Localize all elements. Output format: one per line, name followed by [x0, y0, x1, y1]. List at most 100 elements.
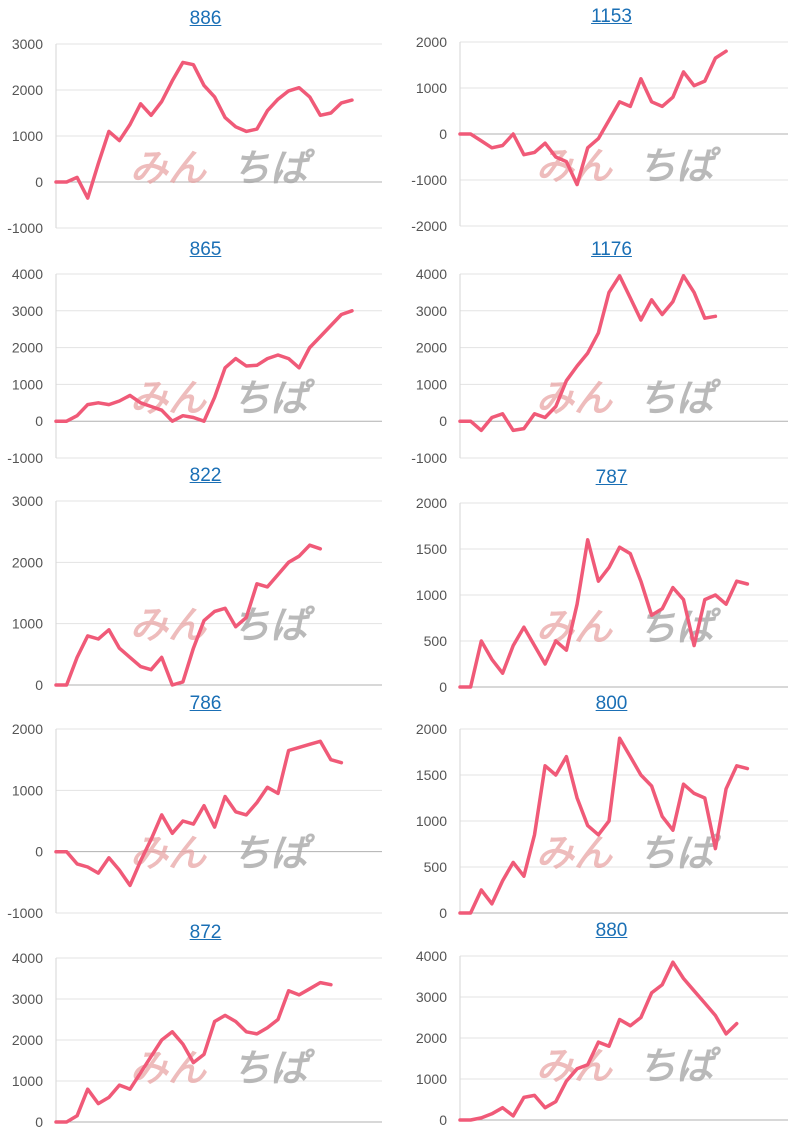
watermark-logo: みん ちぱ	[536, 144, 722, 188]
y-tick-label: 3000	[12, 36, 43, 52]
y-tick-label: 2000	[416, 34, 447, 50]
y-tick-label: 1500	[416, 541, 447, 557]
y-tick-label: 2000	[12, 340, 43, 356]
y-tick-label: 1000	[12, 128, 43, 144]
watermark-text-2: ちぱ	[638, 1044, 722, 1088]
y-tick-label: 0	[35, 844, 43, 860]
y-tick-label: 2000	[416, 340, 447, 356]
y-tick-label: 1000	[12, 1073, 43, 1089]
series-line	[54, 309, 354, 423]
watermark-text-1: みん	[536, 1044, 613, 1088]
y-tick-label: 0	[439, 126, 447, 142]
y-tick-label: 0	[439, 413, 447, 429]
watermark-logo: みん ちぱ	[536, 1044, 722, 1088]
chart-title-link[interactable]: 1176	[591, 239, 632, 260]
series-line	[54, 543, 323, 687]
watermark-text-1: みん	[130, 603, 207, 647]
watermark-text-1: みん	[130, 831, 207, 875]
y-tick-label: 4000	[416, 948, 447, 964]
chart-svg: 2000 1000 0 -1000 みん ちぱ	[7, 721, 382, 921]
watermark-text-2: ちぱ	[638, 144, 722, 188]
watermark-text-2: ちぱ	[232, 603, 316, 647]
y-tick-label: 0	[35, 174, 43, 190]
chart-panel-822: 822 3000 2000 1000 0 みん ちぱ	[0, 465, 400, 693]
series-line	[54, 60, 354, 200]
y-tick-label: 2000	[416, 495, 447, 511]
y-tick-label: 3000	[416, 303, 447, 319]
chart-panel-800: 800 2000 1500 1000 500 0 みん ちぱ	[406, 693, 806, 921]
watermark-text-2: ちぱ	[638, 831, 722, 875]
watermark-logo: みん ちぱ	[130, 376, 316, 420]
y-tick-label: 2000	[12, 82, 43, 98]
chart-panel-872: 872 4000 3000 2000 1000 0 みん ちぱ	[0, 922, 400, 1142]
y-tick-label: 2000	[12, 1032, 43, 1048]
y-tick-label: 0	[439, 679, 447, 695]
chart-title-link[interactable]: 865	[189, 239, 222, 260]
chart-panel-786: 786 2000 1000 0 -1000 みん ちぱ	[0, 693, 400, 921]
series-line	[54, 980, 333, 1124]
chart-title-link[interactable]: 822	[189, 465, 222, 486]
watermark-logo: みん ちぱ	[130, 1046, 316, 1090]
chart-title-link[interactable]: 872	[189, 922, 222, 943]
y-tick-label: -1000	[411, 172, 447, 188]
chart-svg: 4000 3000 2000 1000 0 -1000 みん ちぱ	[411, 266, 788, 466]
y-tick-label: 1000	[416, 587, 447, 603]
watermark-logo: みん ちぱ	[536, 831, 722, 875]
chart-title-link[interactable]: 786	[189, 693, 222, 714]
y-tick-label: 500	[424, 859, 448, 875]
watermark-text-1: みん	[130, 1046, 207, 1090]
y-tick-label: 0	[35, 413, 43, 429]
y-tick-label: 4000	[12, 266, 43, 282]
y-tick-label: 3000	[416, 989, 447, 1005]
watermark-logo: みん ちぱ	[536, 376, 722, 420]
chart-title-link[interactable]: 800	[595, 693, 628, 714]
chart-panel-1176: 1176 4000 3000 2000 1000 0 -1000 みん ちぱ	[406, 239, 806, 466]
y-tick-label: 4000	[416, 266, 447, 282]
y-tick-label: -1000	[411, 450, 447, 466]
y-tick-label: 1000	[416, 1071, 447, 1087]
chart-svg: 4000 3000 2000 1000 0 -1000 みん ちぱ	[7, 266, 382, 466]
watermark-text-1: みん	[130, 146, 207, 190]
series-line	[458, 49, 728, 187]
y-tick-label: 2000	[416, 1030, 447, 1046]
chart-svg: 2000 1000 0 -1000 -2000 みん ちぱ	[411, 34, 788, 234]
watermark-text-1: みん	[130, 376, 207, 420]
y-tick-label: 1000	[416, 80, 447, 96]
y-tick-label: 1500	[416, 767, 447, 783]
y-tick-label: 0	[35, 677, 43, 693]
y-tick-label: 3000	[12, 303, 43, 319]
y-tick-label: 1000	[12, 782, 43, 798]
watermark-text-2: ちぱ	[638, 376, 722, 420]
chart-panel-886: 886 3000 2000 1000 0 -1000 みん ちぱ	[0, 8, 400, 236]
watermark-logo: みん ちぱ	[130, 146, 316, 190]
series-line	[54, 739, 344, 888]
y-tick-label: -2000	[411, 218, 447, 234]
chart-title-link[interactable]: 880	[595, 920, 628, 941]
watermark-text-2: ちぱ	[232, 146, 316, 190]
watermark-text-2: ちぱ	[232, 1046, 316, 1090]
watermark-logo: みん ちぱ	[130, 603, 316, 647]
chart-panel-865: 865 4000 3000 2000 1000 0 -1000 みん ちぱ	[0, 239, 400, 466]
y-tick-label: -1000	[7, 220, 43, 236]
watermark-logo: みん ちぱ	[130, 831, 316, 875]
series-line	[458, 960, 739, 1122]
y-tick-label: 4000	[12, 950, 43, 966]
series-line	[458, 538, 750, 689]
y-tick-label: 3000	[12, 493, 43, 509]
chart-svg: 4000 3000 2000 1000 0 みん ちぱ	[12, 950, 382, 1130]
chart-title-link[interactable]: 787	[595, 467, 628, 488]
series-line	[458, 736, 750, 915]
y-tick-label: 1000	[416, 813, 447, 829]
chart-title-link[interactable]: 886	[189, 8, 222, 29]
chart-panel-787: 787 2000 1500 1000 500 0 みん ちぱ	[406, 467, 806, 695]
watermark-text-2: ちぱ	[232, 376, 316, 420]
chart-svg: 3000 2000 1000 0 -1000 みん ちぱ	[7, 36, 382, 236]
y-tick-label: 0	[439, 905, 447, 921]
y-tick-label: 2000	[12, 554, 43, 570]
y-tick-label: 0	[439, 1112, 447, 1128]
y-tick-label: 1000	[12, 616, 43, 632]
chart-title-link[interactable]: 1153	[591, 6, 632, 27]
y-tick-label: 3000	[12, 991, 43, 1007]
